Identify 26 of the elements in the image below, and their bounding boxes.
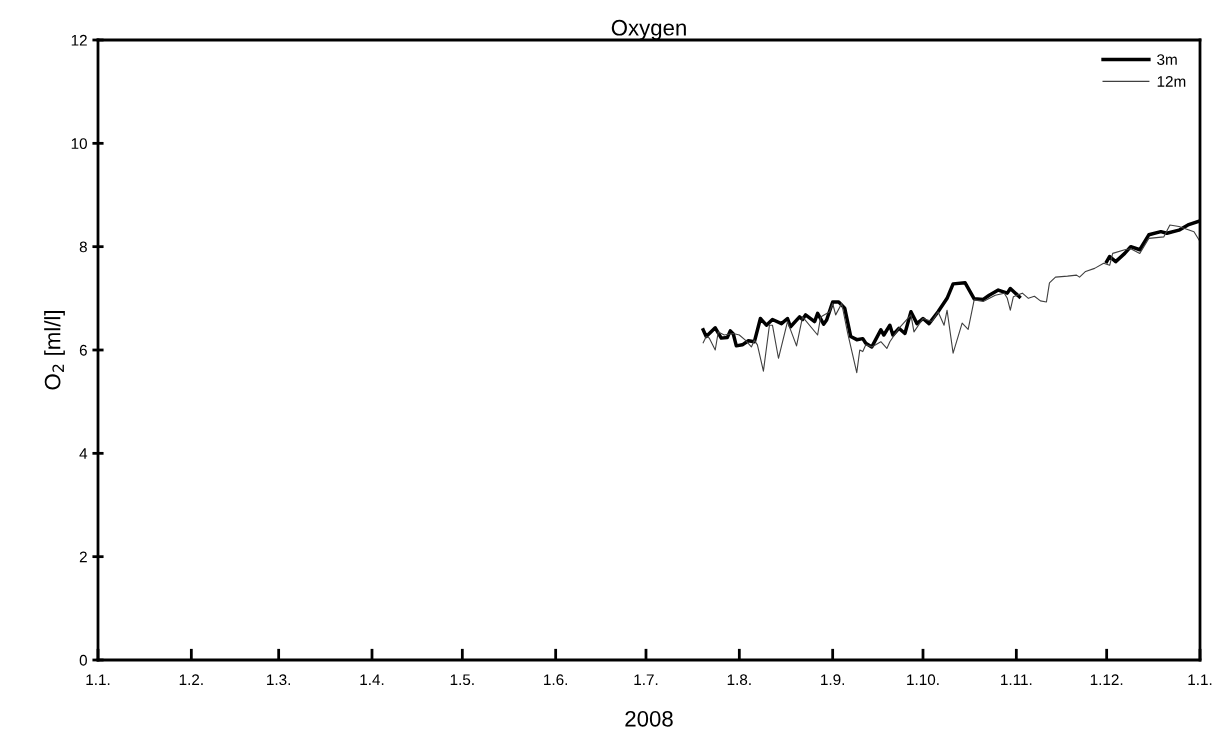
x-tick-label: 1.1. <box>1188 674 1212 685</box>
y-tick-label: 10 <box>71 138 87 150</box>
x-axis-title: 2008 <box>625 710 673 727</box>
y-tick-label: 0 <box>79 654 87 666</box>
x-tick-label: 1.2. <box>179 674 203 685</box>
x-tick-label: 1.12. <box>1090 674 1123 685</box>
x-tick-label: 1.4. <box>360 674 384 685</box>
chart-title: Oxygen <box>611 19 686 40</box>
y-tick-label: 12 <box>71 34 87 46</box>
x-tick-label: 1.11. <box>1001 674 1032 685</box>
x-tick-label: 1.6. <box>544 674 568 686</box>
legend-label: 3m <box>1157 54 1177 65</box>
y-tick-label: 4 <box>79 448 88 459</box>
y-tick-label: 2 <box>79 551 87 563</box>
y-tick-label: 6 <box>79 344 87 356</box>
y-tick-label: 8 <box>79 241 87 253</box>
line-series <box>702 224 1200 374</box>
legend-label: 12m <box>1157 76 1186 87</box>
x-tick-label: 1.1. <box>86 674 110 685</box>
y-axis-title: O$_{2}$ [ml/l] <box>44 311 65 390</box>
x-tick-label: 1.9. <box>821 674 845 686</box>
x-tick-label: 1.3. <box>267 674 290 686</box>
x-tick-label: 1.7. <box>634 674 658 685</box>
x-tick-label: 1.5. <box>450 674 474 686</box>
x-tick-label: 1.10. <box>907 674 939 686</box>
x-tick-label: 1.8. <box>727 674 751 686</box>
